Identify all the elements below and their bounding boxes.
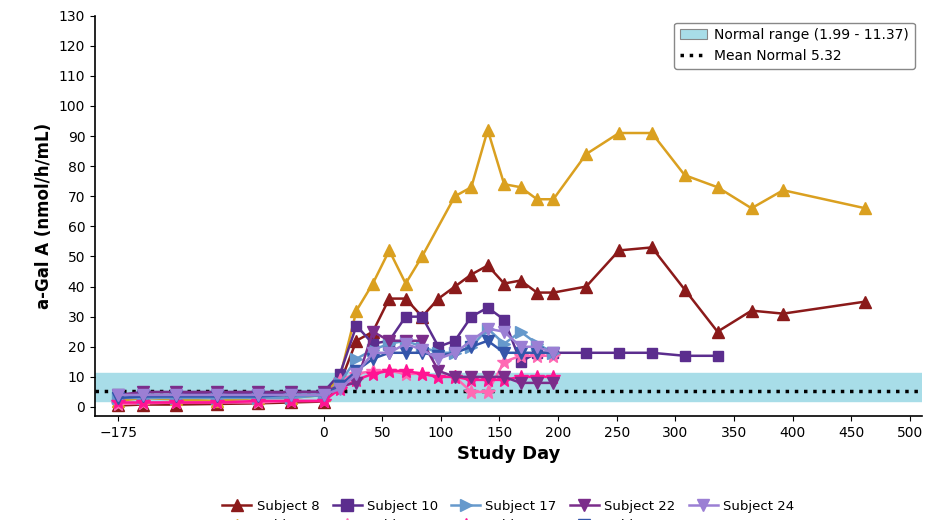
Y-axis label: a-Gal A (nmol/h/mL): a-Gal A (nmol/h/mL) (35, 123, 53, 309)
X-axis label: Study Day: Study Day (457, 445, 560, 463)
Legend: Subject 8, Subject 9, Subject 10, Subject 14, Subject 17, Subject 18, Subject 22: Subject 8, Subject 9, Subject 10, Subjec… (218, 495, 799, 520)
Bar (95, 373, 922, 401)
